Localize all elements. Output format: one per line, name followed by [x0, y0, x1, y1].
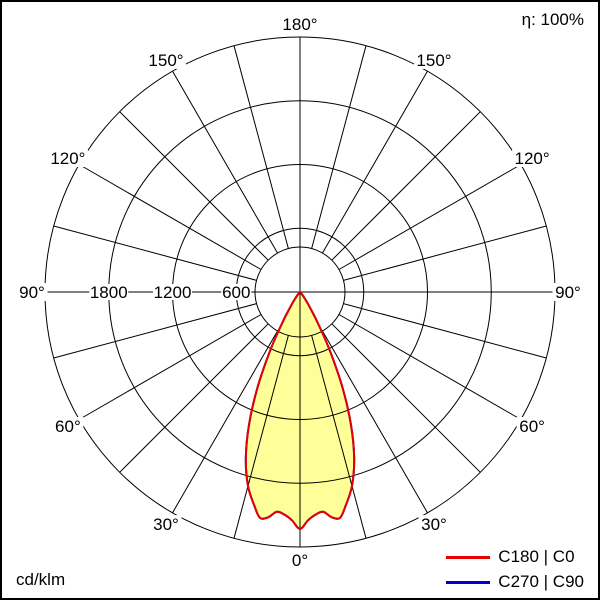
radial-tick-label: 600	[222, 283, 250, 302]
angle-tick-label: 60°	[519, 417, 545, 436]
grid-spoke	[78, 164, 262, 270]
grid-spoke	[343, 225, 547, 281]
grid-spoke	[331, 323, 481, 473]
legend-item-c90: C270 | C90	[446, 572, 584, 592]
angle-tick-label: 60°	[55, 417, 81, 436]
radial-tick-label: 1200	[154, 283, 192, 302]
grid-spoke	[311, 45, 367, 249]
angle-tick-label: 30°	[421, 515, 447, 534]
grid-spoke	[119, 323, 269, 473]
grid-spoke	[78, 314, 262, 420]
angle-tick-bg	[512, 149, 553, 167]
grid-spoke	[311, 335, 367, 539]
grid-spoke	[233, 335, 289, 539]
grid-spoke	[172, 70, 278, 254]
polar-grid	[44, 36, 556, 548]
grid-spoke	[343, 303, 547, 359]
angle-tick-bg	[16, 283, 48, 301]
grid-spoke	[172, 330, 278, 514]
angle-tick-bg	[289, 551, 311, 569]
angle-tick-bg	[516, 417, 548, 435]
grid-spoke	[119, 111, 269, 261]
grid-spoke	[322, 330, 428, 514]
grid-spoke	[53, 225, 257, 281]
grid-spoke	[233, 45, 289, 249]
angle-tick-label: 150°	[416, 51, 451, 70]
grid-spoke	[53, 303, 257, 359]
grid-spoke	[331, 111, 481, 261]
angle-tick-label: 180°	[282, 15, 317, 34]
radial-tick-bg	[221, 284, 252, 300]
angle-tick-label: 90°	[19, 283, 45, 302]
legend-line-c0-icon	[446, 555, 491, 559]
angle-tick-labels: 0° 30° 30° 60° 60° 90° 90° 120° 120° 150° 150° 180°	[16, 15, 584, 570]
legend-label-c0: C180 | C0	[498, 547, 575, 566]
angle-tick-label: 120°	[50, 149, 85, 168]
angle-tick-bg	[47, 149, 88, 167]
grid-spoke	[338, 164, 522, 270]
radial-tick-bg	[153, 284, 192, 300]
unit-label: cd/klm	[16, 570, 66, 589]
legend: C180 | C0 C270 | C90	[446, 547, 584, 592]
legend-label-c90: C270 | C90	[498, 572, 584, 591]
angle-tick-label: 0°	[292, 551, 308, 570]
legend-item-c0: C180 | C0	[446, 547, 575, 567]
angle-tick-bg	[552, 283, 584, 301]
angle-tick-bg	[418, 515, 450, 534]
angle-tick-label: 90°	[555, 283, 581, 302]
angle-tick-label: 120°	[515, 149, 550, 168]
radial-tick-labels: 600 1200 1800	[89, 283, 252, 302]
angle-tick-bg	[146, 50, 186, 69]
angle-tick-bg	[280, 15, 320, 33]
angle-tick-bg	[414, 50, 454, 69]
angle-tick-bg	[150, 515, 182, 534]
efficiency-label: η: 100%	[521, 10, 584, 29]
angle-tick-label: 150°	[148, 51, 183, 70]
grid-spoke	[338, 314, 522, 420]
legend-line-c90-icon	[446, 580, 491, 584]
grid-spoke	[322, 70, 428, 254]
angle-tick-bg	[52, 417, 84, 435]
radial-tick-bg	[89, 284, 129, 300]
intensity-curve-c180-c0	[244, 291, 356, 530]
angle-tick-label: 30°	[153, 515, 179, 534]
radial-tick-label: 1800	[90, 283, 128, 302]
